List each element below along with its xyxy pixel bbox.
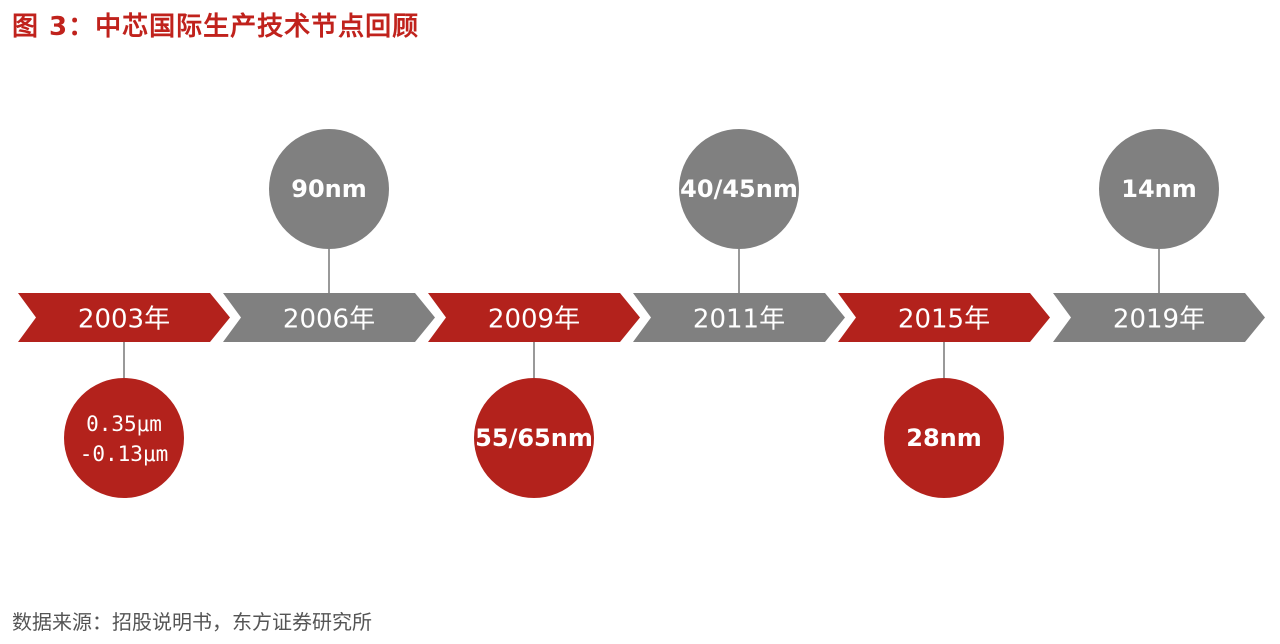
node-label-0-0: 0.35μm bbox=[86, 412, 162, 436]
node-label-4-0: 28nm bbox=[906, 424, 982, 452]
node-bubble-3 bbox=[679, 129, 799, 249]
node-bubble-5 bbox=[1099, 129, 1219, 249]
figure-title: 图 3：中芯国际生产技术节点回顾 bbox=[12, 12, 420, 42]
year-arrow-4 bbox=[838, 293, 1050, 342]
node-bubble-0 bbox=[64, 378, 184, 498]
node-bubble-1 bbox=[269, 129, 389, 249]
year-arrow-5 bbox=[1053, 293, 1265, 342]
year-arrow-3 bbox=[633, 293, 845, 342]
node-label-2-0: 55/65nm bbox=[475, 424, 593, 452]
node-label-5-0: 14nm bbox=[1121, 175, 1197, 203]
year-label-4: 2015年 bbox=[898, 305, 990, 335]
year-label-1: 2006年 bbox=[283, 305, 375, 335]
year-label-0: 2003年 bbox=[78, 305, 170, 335]
node-label-1-0: 90nm bbox=[291, 175, 367, 203]
node-label-3-0: 40/45nm bbox=[680, 175, 798, 203]
year-label-2: 2009年 bbox=[488, 305, 580, 335]
year-label-5: 2019年 bbox=[1113, 305, 1205, 335]
node-bubble-2 bbox=[474, 378, 594, 498]
node-label-0-1: -0.13μm bbox=[80, 442, 169, 466]
node-bubble-4 bbox=[884, 378, 1004, 498]
year-arrow-2 bbox=[428, 293, 640, 342]
source-note: 数据来源：招股说明书，东方证券研究所 bbox=[12, 610, 372, 634]
year-arrow-0 bbox=[18, 293, 230, 342]
year-arrow-1 bbox=[223, 293, 435, 342]
year-label-3: 2011年 bbox=[693, 305, 785, 335]
